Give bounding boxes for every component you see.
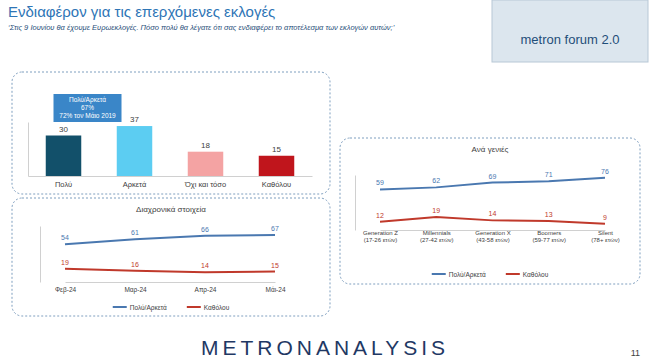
data-label: 66: [201, 226, 209, 233]
legend: Πολύ/Αρκετά Καθόλου: [432, 271, 549, 279]
data-label: 14: [201, 262, 209, 269]
x-axis: Φεβ-24 Μαρ-24 Απρ-24 Μάι-24: [55, 282, 286, 294]
data-label: 18: [201, 141, 210, 150]
chart-title: Ανά γενιές: [472, 145, 509, 154]
data-label: 62: [432, 177, 440, 184]
line: [65, 269, 275, 273]
x-tick-label: Απρ-24: [195, 286, 217, 294]
x-tick-label: Όχι και τόσο: [184, 180, 226, 189]
x-tick: Πολύ: [55, 176, 72, 189]
y-axis-line: [28, 123, 29, 177]
x-tick: Boomers(59-77 ετών): [532, 230, 566, 243]
data-label: 16: [131, 261, 139, 268]
y-axis-line: [355, 176, 356, 231]
chart-title: Διαχρονικά στοιχεία: [136, 205, 206, 214]
legend-swatch: [506, 273, 520, 275]
x-tick: Millennials(27-42 ετών): [420, 230, 454, 243]
x-tick: Απρ-24: [195, 282, 217, 294]
data-label: 59: [376, 179, 384, 186]
data-label: 61: [131, 229, 139, 236]
x-tick-label: Πολύ: [55, 180, 72, 189]
annotation-text: 72% τον Μάιο 2019: [59, 112, 116, 119]
legend: Πολύ/Αρκετά Καθόλου: [113, 304, 230, 312]
bars: [46, 126, 295, 176]
data-label: 19: [61, 259, 69, 266]
data-label: 54: [61, 234, 69, 241]
legend-item: Καθόλου: [506, 271, 549, 278]
panel-frame: [340, 138, 640, 284]
x-axis-line: [66, 282, 276, 283]
x-tick-label: Generation Z(17-26 ετών): [363, 230, 398, 243]
legend-swatch: [432, 273, 446, 275]
x-tick: Generation Z(17-26 ετών): [363, 230, 398, 243]
footer-text: METRONANALYSIS: [201, 336, 449, 359]
x-axis-line: [29, 176, 313, 177]
slide: Ενδιαφέρον για τις επερχόμενες εκλογές ‘Σ…: [0, 0, 650, 363]
lines: [380, 178, 605, 224]
x-axis: Generation Z(17-26 ετών) Millennials(27-4…: [363, 230, 620, 243]
annotation-box: [54, 94, 122, 122]
x-axis: Πολύ Αρκετά Όχι και τόσο Καθόλου: [29, 176, 313, 189]
data-label: 67: [271, 225, 279, 232]
slide-subtitle: ‘Στις 9 Ιουνίου θα έχουμε Ευρωεκλογές. Π…: [8, 23, 395, 32]
bar: [46, 136, 82, 177]
slide-title: Ενδιαφέρον για τις επερχόμενες εκλογές: [8, 3, 275, 20]
x-tick: Καθόλου: [262, 176, 291, 189]
x-tick: Αρκετά: [123, 176, 147, 189]
data-label: 12: [376, 212, 384, 219]
page-number: 11: [631, 348, 640, 358]
panel-frame: [12, 72, 330, 194]
data-label: 13: [545, 211, 553, 218]
data-label: 69: [489, 173, 497, 180]
x-tick-label: Μαρ-24: [124, 286, 147, 294]
logo-box: [492, 0, 648, 62]
y-axis-line: [40, 227, 41, 283]
legend-swatch: [187, 306, 201, 308]
data-label: 37: [130, 115, 139, 124]
legend-label: Πολύ/Αρκετά: [449, 271, 486, 279]
bar: [188, 152, 224, 176]
annotation-text: 67%: [81, 104, 94, 111]
logo-text: metron forum 2.0: [521, 32, 620, 47]
x-tick: Generation X(43-58 ετών): [475, 230, 510, 243]
y-axis: [355, 176, 356, 231]
x-tick: Όχι και τόσο: [184, 176, 226, 189]
bar: [117, 126, 153, 176]
x-tick: Μάι-24: [265, 282, 285, 293]
x-tick-label: Silent(78+ ετών): [591, 230, 620, 243]
panel-frame: [12, 198, 330, 316]
line: [65, 235, 275, 244]
x-tick-label: Μάι-24: [265, 286, 285, 293]
x-tick-label: Millennials(27-42 ετών): [420, 230, 454, 243]
legend-item: Πολύ/Αρκετά: [113, 304, 167, 312]
legend-item: Πολύ/Αρκετά: [432, 271, 486, 279]
x-tick-label: Καθόλου: [262, 180, 291, 189]
x-tick: Φεβ-24: [55, 282, 77, 294]
data-label: 15: [271, 262, 279, 269]
x-tick-label: Boomers(59-77 ετών): [532, 230, 566, 243]
bar: [259, 156, 295, 176]
x-tick-label: Αρκετά: [123, 180, 147, 189]
y-axis: [40, 227, 41, 283]
data-label: 30: [59, 125, 68, 134]
legend-label: Καθόλου: [204, 304, 230, 311]
data-label: 19: [432, 207, 440, 214]
legend-label: Πολύ/Αρκετά: [130, 304, 167, 312]
data-label: 15: [272, 145, 281, 154]
legend-label: Καθόλου: [523, 271, 549, 278]
legend-swatch: [113, 306, 127, 308]
data-label: 9: [603, 214, 607, 221]
x-tick-label: Φεβ-24: [55, 286, 77, 294]
data-label: 71: [545, 171, 553, 178]
data-label: 76: [601, 168, 609, 175]
annotation-text: Πολύ/Αρκετά: [69, 96, 106, 104]
x-tick-label: Generation X(43-58 ετών): [475, 230, 510, 243]
x-tick: Silent(78+ ετών): [591, 230, 620, 243]
lines: [65, 235, 275, 272]
line: [380, 217, 605, 224]
data-label: 14: [489, 210, 497, 217]
y-axis: [28, 123, 29, 177]
legend-item: Καθόλου: [187, 304, 230, 311]
x-tick: Μαρ-24: [124, 282, 147, 294]
